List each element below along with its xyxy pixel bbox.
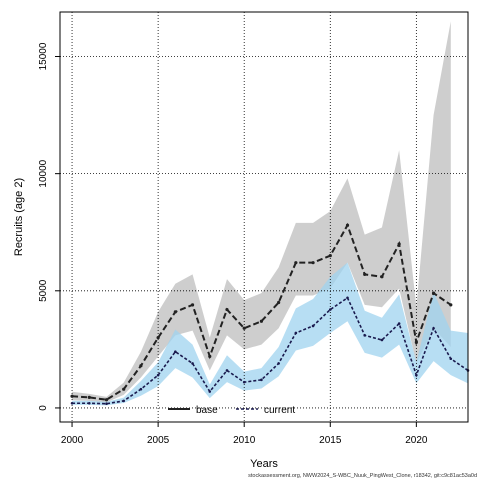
- legend: base current: [168, 405, 295, 416]
- legend-current-label: current: [264, 405, 295, 416]
- base-point: [173, 310, 177, 314]
- current-point: [70, 401, 74, 405]
- base-point: [328, 254, 332, 258]
- x-tick-label: 2020: [405, 435, 428, 446]
- current-point: [156, 373, 160, 377]
- base-point: [242, 326, 246, 330]
- grid-lines: [60, 12, 468, 422]
- current-point: [363, 334, 367, 337]
- y-tick-label: 10000: [38, 159, 49, 187]
- y-axis: 0 5000 10000 15000: [38, 42, 60, 411]
- base-point: [277, 300, 281, 305]
- current-point: [346, 296, 349, 300]
- base-point: [380, 275, 384, 279]
- current-point: [277, 362, 280, 365]
- confidence-bands: [72, 21, 469, 406]
- base-point: [122, 387, 126, 391]
- base-point: [190, 303, 195, 307]
- base-point: [87, 395, 91, 399]
- current-point: [328, 308, 332, 311]
- current-point: [191, 362, 194, 365]
- base-point: [311, 261, 315, 265]
- current-band: [72, 262, 469, 406]
- base-point: [156, 336, 160, 340]
- base-point: [294, 261, 298, 265]
- current-point: [311, 324, 315, 328]
- current-point: [139, 387, 143, 391]
- x-tick-label: 2005: [147, 435, 170, 446]
- y-axis-title: Recruits (age 2): [13, 178, 25, 256]
- y-tick-label: 5000: [38, 279, 49, 302]
- base-point: [70, 394, 74, 398]
- base-point: [139, 364, 143, 368]
- base-point: [104, 398, 109, 402]
- current-point: [449, 357, 453, 361]
- base-point: [363, 272, 367, 276]
- x-axis-title: Years: [250, 458, 278, 470]
- y-tick-label: 0: [38, 405, 49, 411]
- series-lines: [70, 222, 470, 406]
- base-point: [397, 242, 401, 246]
- current-point: [208, 390, 212, 393]
- current-point: [415, 373, 418, 377]
- base-point: [345, 223, 350, 227]
- current-point: [260, 378, 263, 382]
- current-point: [105, 402, 108, 406]
- footer-credit: stockassessment.org, NWW2024_S-WBC_Nuuk_…: [248, 473, 477, 479]
- current-point: [432, 326, 435, 330]
- base-line: [71, 222, 452, 401]
- base-point: [431, 291, 436, 295]
- x-tick-label: 2010: [233, 435, 256, 446]
- y-tick-label: 15000: [38, 42, 49, 70]
- base-point: [414, 340, 418, 344]
- current-point: [294, 331, 298, 335]
- current-point: [225, 369, 229, 372]
- plot-frame: [59, 11, 469, 423]
- base-point: [208, 354, 212, 358]
- current-point: [87, 401, 91, 405]
- current-point: [397, 322, 401, 325]
- x-tick-label: 2015: [319, 435, 342, 446]
- x-tick-label: 2000: [61, 435, 84, 446]
- current-point: [242, 380, 246, 384]
- current-point: [380, 338, 384, 342]
- base-point: [259, 319, 264, 323]
- current-line: [72, 296, 469, 405]
- current-point: [122, 399, 125, 403]
- base-point: [449, 303, 453, 307]
- base-point: [225, 307, 229, 312]
- base-band: [72, 21, 451, 403]
- x-axis: 2000 2005 2010 2015 2020: [61, 422, 428, 446]
- legend-base-label: base: [196, 405, 218, 416]
- current-point: [174, 350, 177, 354]
